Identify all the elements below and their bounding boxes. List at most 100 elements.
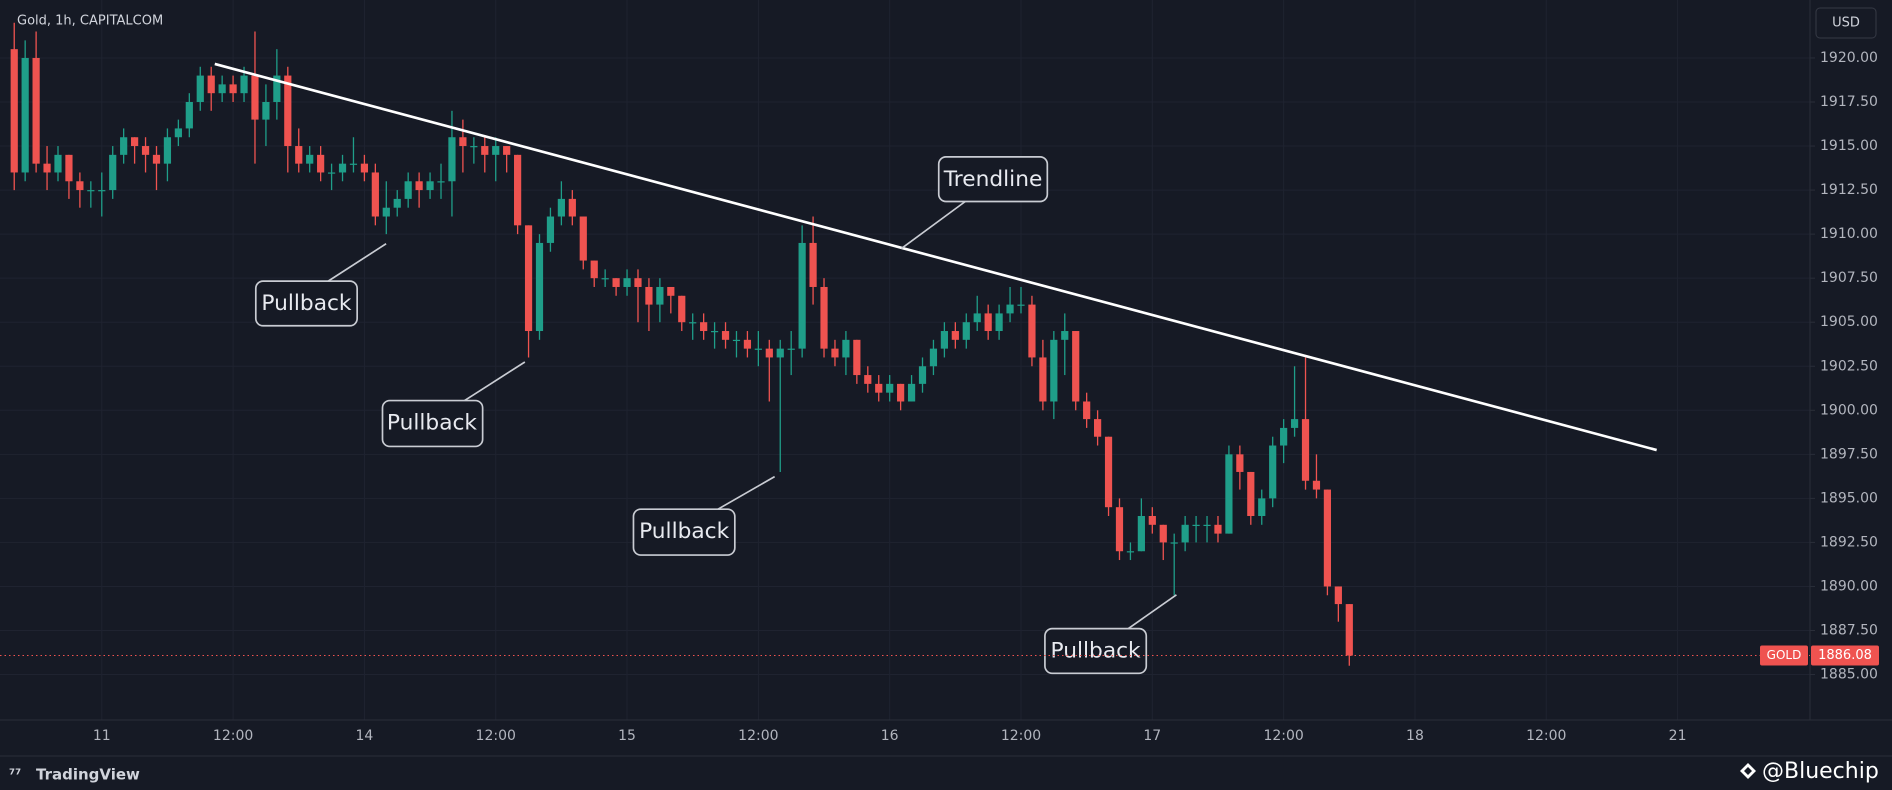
- candle-body: [1214, 524, 1222, 534]
- candle-body: [163, 137, 172, 164]
- y-tick-label: 1917.50: [1820, 94, 1878, 110]
- x-tick-label: 11: [93, 728, 111, 744]
- candle-body: [1126, 551, 1135, 553]
- candle-body: [765, 348, 773, 358]
- candle-body: [481, 146, 489, 155]
- candle-body: [1334, 586, 1342, 605]
- candle-body: [426, 181, 434, 191]
- price-label-box: [1811, 645, 1879, 666]
- candle-body: [612, 278, 620, 287]
- candle-body: [240, 75, 248, 94]
- candles: [10, 22, 1353, 666]
- candle-body: [645, 286, 653, 305]
- candle-body: [470, 146, 478, 148]
- candle-body: [262, 102, 270, 120]
- candle-body: [721, 331, 730, 340]
- candle-body: [404, 181, 412, 199]
- candle-body: [448, 137, 456, 182]
- candle-body: [831, 348, 839, 358]
- candle-body: [864, 375, 872, 384]
- x-tick-label: 14: [355, 728, 373, 744]
- y-tick-label: 1912.50: [1820, 182, 1878, 198]
- candle-body: [678, 295, 686, 323]
- candle-body: [842, 339, 850, 358]
- x-tick-label: 12:00: [1263, 728, 1303, 744]
- candle-body: [929, 348, 938, 367]
- candle-body: [131, 137, 139, 147]
- candle-body: [689, 322, 697, 324]
- candle-body: [174, 128, 182, 138]
- price-label: 1886.08: [1818, 648, 1872, 663]
- y-tick-label: 1892.50: [1820, 534, 1878, 550]
- candle-body: [776, 348, 784, 358]
- x-tick-label: 21: [1669, 728, 1687, 744]
- currency-box[interactable]: [1815, 7, 1877, 39]
- candle-body: [962, 322, 970, 340]
- candle-body: [897, 383, 905, 402]
- candle-body: [1192, 524, 1200, 527]
- candle-body: [820, 286, 828, 349]
- x-tick-label: 12:00: [738, 728, 778, 744]
- candle-body: [995, 313, 1003, 332]
- candle-body: [1017, 304, 1025, 306]
- candle-body: [732, 339, 741, 342]
- candle-body: [21, 57, 29, 173]
- candle-body: [809, 242, 817, 287]
- y-tick-label: 1910.00: [1820, 226, 1878, 242]
- candle-body: [437, 181, 445, 183]
- tv-logo: ⁷⁷: [9, 767, 21, 783]
- x-tick-label: 18: [1406, 728, 1424, 744]
- y-tick-label: 1890.00: [1820, 578, 1878, 594]
- x-tick-label: 12:00: [476, 728, 516, 744]
- callout-box: [254, 280, 358, 327]
- y-tick-label: 1887.50: [1820, 623, 1878, 639]
- candle-body: [98, 190, 106, 192]
- candle-body: [1148, 515, 1156, 525]
- candle-body: [251, 75, 259, 120]
- candle-body: [306, 154, 314, 164]
- candle-body: [557, 198, 565, 217]
- y-tick-label: 1907.50: [1820, 270, 1878, 286]
- candle-body: [535, 242, 544, 332]
- callout-box: [937, 156, 1049, 203]
- candle-body: [1290, 419, 1299, 428]
- trendline: [214, 62, 1658, 452]
- candle-body: [1269, 445, 1277, 499]
- candle-body: [907, 383, 916, 402]
- x-tick-label: 17: [1143, 728, 1161, 744]
- candle-body: [87, 190, 95, 192]
- candle-body: [152, 154, 161, 164]
- candle-body: [1345, 604, 1353, 656]
- callout-box: [1044, 627, 1148, 675]
- candle-body: [623, 278, 631, 287]
- grid: [0, 0, 1810, 720]
- y-tick-label: 1897.50: [1820, 446, 1878, 462]
- candle-body: [338, 163, 347, 173]
- y-tick-label: 1895.00: [1820, 490, 1878, 506]
- y-tick-label: 1920.00: [1820, 50, 1878, 66]
- candle-body: [141, 146, 150, 155]
- footer: ⁷⁷ TradingView @Bluechip: [9, 759, 1879, 784]
- candle-body: [1236, 454, 1244, 472]
- callout-pointers: [327, 200, 1177, 630]
- candle-body: [984, 313, 992, 332]
- candle-body: [1323, 489, 1332, 587]
- candle-body: [1170, 542, 1178, 544]
- candle-body: [1203, 524, 1211, 527]
- candle-body: [798, 242, 806, 349]
- candle-body: [54, 154, 62, 173]
- candle-body: [32, 57, 40, 164]
- candle-body: [656, 286, 664, 305]
- candle-body: [229, 84, 237, 94]
- candle-body: [1258, 498, 1266, 516]
- candle-body: [327, 172, 336, 174]
- candle-body: [1104, 436, 1113, 508]
- callout-text: Pullback: [387, 411, 478, 436]
- credit: @Bluechip: [1762, 759, 1879, 784]
- candle-body: [1028, 304, 1036, 358]
- symbol-label: GOLD: [1767, 648, 1802, 662]
- candle-body: [382, 207, 390, 217]
- candle-body: [1061, 331, 1069, 340]
